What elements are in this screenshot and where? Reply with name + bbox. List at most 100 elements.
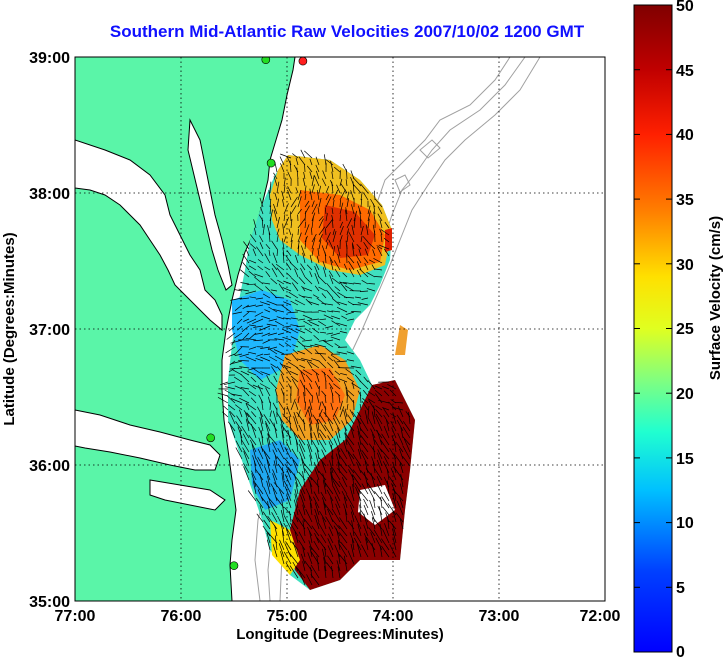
current-vector bbox=[282, 336, 292, 341]
current-vector bbox=[276, 216, 280, 229]
current-vector bbox=[346, 169, 348, 180]
current-vector bbox=[309, 361, 320, 369]
current-vector bbox=[303, 172, 306, 180]
current-vector bbox=[245, 403, 250, 411]
current-vector bbox=[313, 462, 320, 474]
current-vector bbox=[377, 213, 383, 222]
current-vector bbox=[284, 543, 292, 558]
current-vector bbox=[295, 187, 299, 194]
current-vector bbox=[331, 467, 341, 481]
current-vector bbox=[246, 283, 257, 286]
current-vector bbox=[266, 457, 271, 474]
current-vector bbox=[301, 285, 306, 292]
current-vector bbox=[245, 412, 250, 425]
current-vector bbox=[356, 425, 362, 439]
current-vector bbox=[333, 260, 341, 271]
current-vector bbox=[243, 451, 250, 467]
current-vector bbox=[360, 435, 369, 446]
current-vector bbox=[247, 382, 257, 390]
current-vector bbox=[224, 389, 236, 397]
current-vector bbox=[282, 287, 292, 292]
current-vector bbox=[316, 479, 320, 495]
current-vector bbox=[366, 482, 376, 495]
current-vector bbox=[304, 347, 313, 355]
current-vector bbox=[278, 543, 285, 558]
current-vector bbox=[250, 397, 257, 404]
current-vector bbox=[309, 530, 313, 544]
current-vector bbox=[346, 359, 355, 362]
current-vector bbox=[285, 294, 292, 299]
current-vector bbox=[266, 300, 278, 306]
current-vector bbox=[272, 544, 278, 558]
current-vector bbox=[254, 482, 264, 495]
current-vector bbox=[309, 271, 313, 278]
current-vector bbox=[336, 351, 348, 355]
current-vector bbox=[274, 535, 278, 551]
current-vector bbox=[302, 287, 313, 292]
current-vector bbox=[361, 442, 369, 453]
current-vector bbox=[334, 370, 341, 376]
current-vector bbox=[274, 320, 285, 327]
current-vector bbox=[301, 457, 306, 474]
current-vector bbox=[275, 263, 285, 271]
current-vector bbox=[315, 373, 320, 383]
current-vector bbox=[334, 544, 341, 558]
current-vector bbox=[361, 297, 369, 300]
current-vector bbox=[375, 198, 383, 208]
current-vector bbox=[253, 219, 257, 229]
current-vector bbox=[293, 511, 299, 523]
current-vector bbox=[359, 404, 362, 411]
current-vector bbox=[292, 344, 299, 348]
current-vector bbox=[246, 304, 257, 308]
current-vector bbox=[348, 268, 355, 278]
current-vector bbox=[304, 405, 310, 418]
current-vector bbox=[394, 401, 404, 404]
colorbar-tick-label: 35 bbox=[676, 192, 694, 209]
current-vector bbox=[283, 214, 286, 222]
current-vector bbox=[355, 369, 362, 376]
current-vector bbox=[357, 441, 362, 453]
current-vector bbox=[360, 183, 369, 194]
current-vector bbox=[293, 499, 299, 516]
current-vector bbox=[321, 178, 327, 187]
current-vector bbox=[249, 324, 257, 327]
current-vector bbox=[271, 263, 278, 271]
current-vector bbox=[270, 381, 278, 390]
current-vector bbox=[338, 378, 348, 383]
current-vector bbox=[267, 433, 271, 446]
current-vector bbox=[402, 456, 411, 467]
current-vector bbox=[408, 412, 411, 425]
current-vector bbox=[289, 565, 299, 579]
current-vector bbox=[266, 375, 271, 383]
current-vector bbox=[380, 439, 390, 453]
current-vector bbox=[332, 480, 341, 495]
current-vector bbox=[288, 291, 299, 299]
current-vector bbox=[380, 229, 390, 236]
current-vector bbox=[256, 246, 264, 257]
current-vector bbox=[324, 503, 334, 516]
current-vector bbox=[283, 177, 286, 187]
current-vector bbox=[252, 480, 257, 495]
current-vector bbox=[352, 304, 362, 306]
current-vector bbox=[291, 519, 299, 530]
current-vector bbox=[346, 218, 353, 229]
current-vector bbox=[292, 459, 299, 474]
current-vector bbox=[353, 217, 356, 229]
current-vector bbox=[279, 156, 285, 166]
current-vector bbox=[280, 521, 285, 537]
current-vector bbox=[351, 311, 362, 313]
current-vector bbox=[313, 491, 320, 502]
current-vector bbox=[300, 245, 306, 257]
current-vector bbox=[386, 419, 390, 432]
current-vector bbox=[286, 494, 292, 509]
current-vector bbox=[330, 332, 341, 336]
current-vector bbox=[262, 224, 265, 236]
current-vector bbox=[276, 181, 280, 194]
current-vector bbox=[362, 389, 369, 397]
y-tick-label: 38:00 bbox=[29, 186, 70, 203]
current-vector bbox=[362, 236, 369, 243]
current-vector bbox=[304, 163, 306, 173]
current-vector bbox=[298, 444, 306, 460]
current-vector bbox=[294, 254, 299, 264]
